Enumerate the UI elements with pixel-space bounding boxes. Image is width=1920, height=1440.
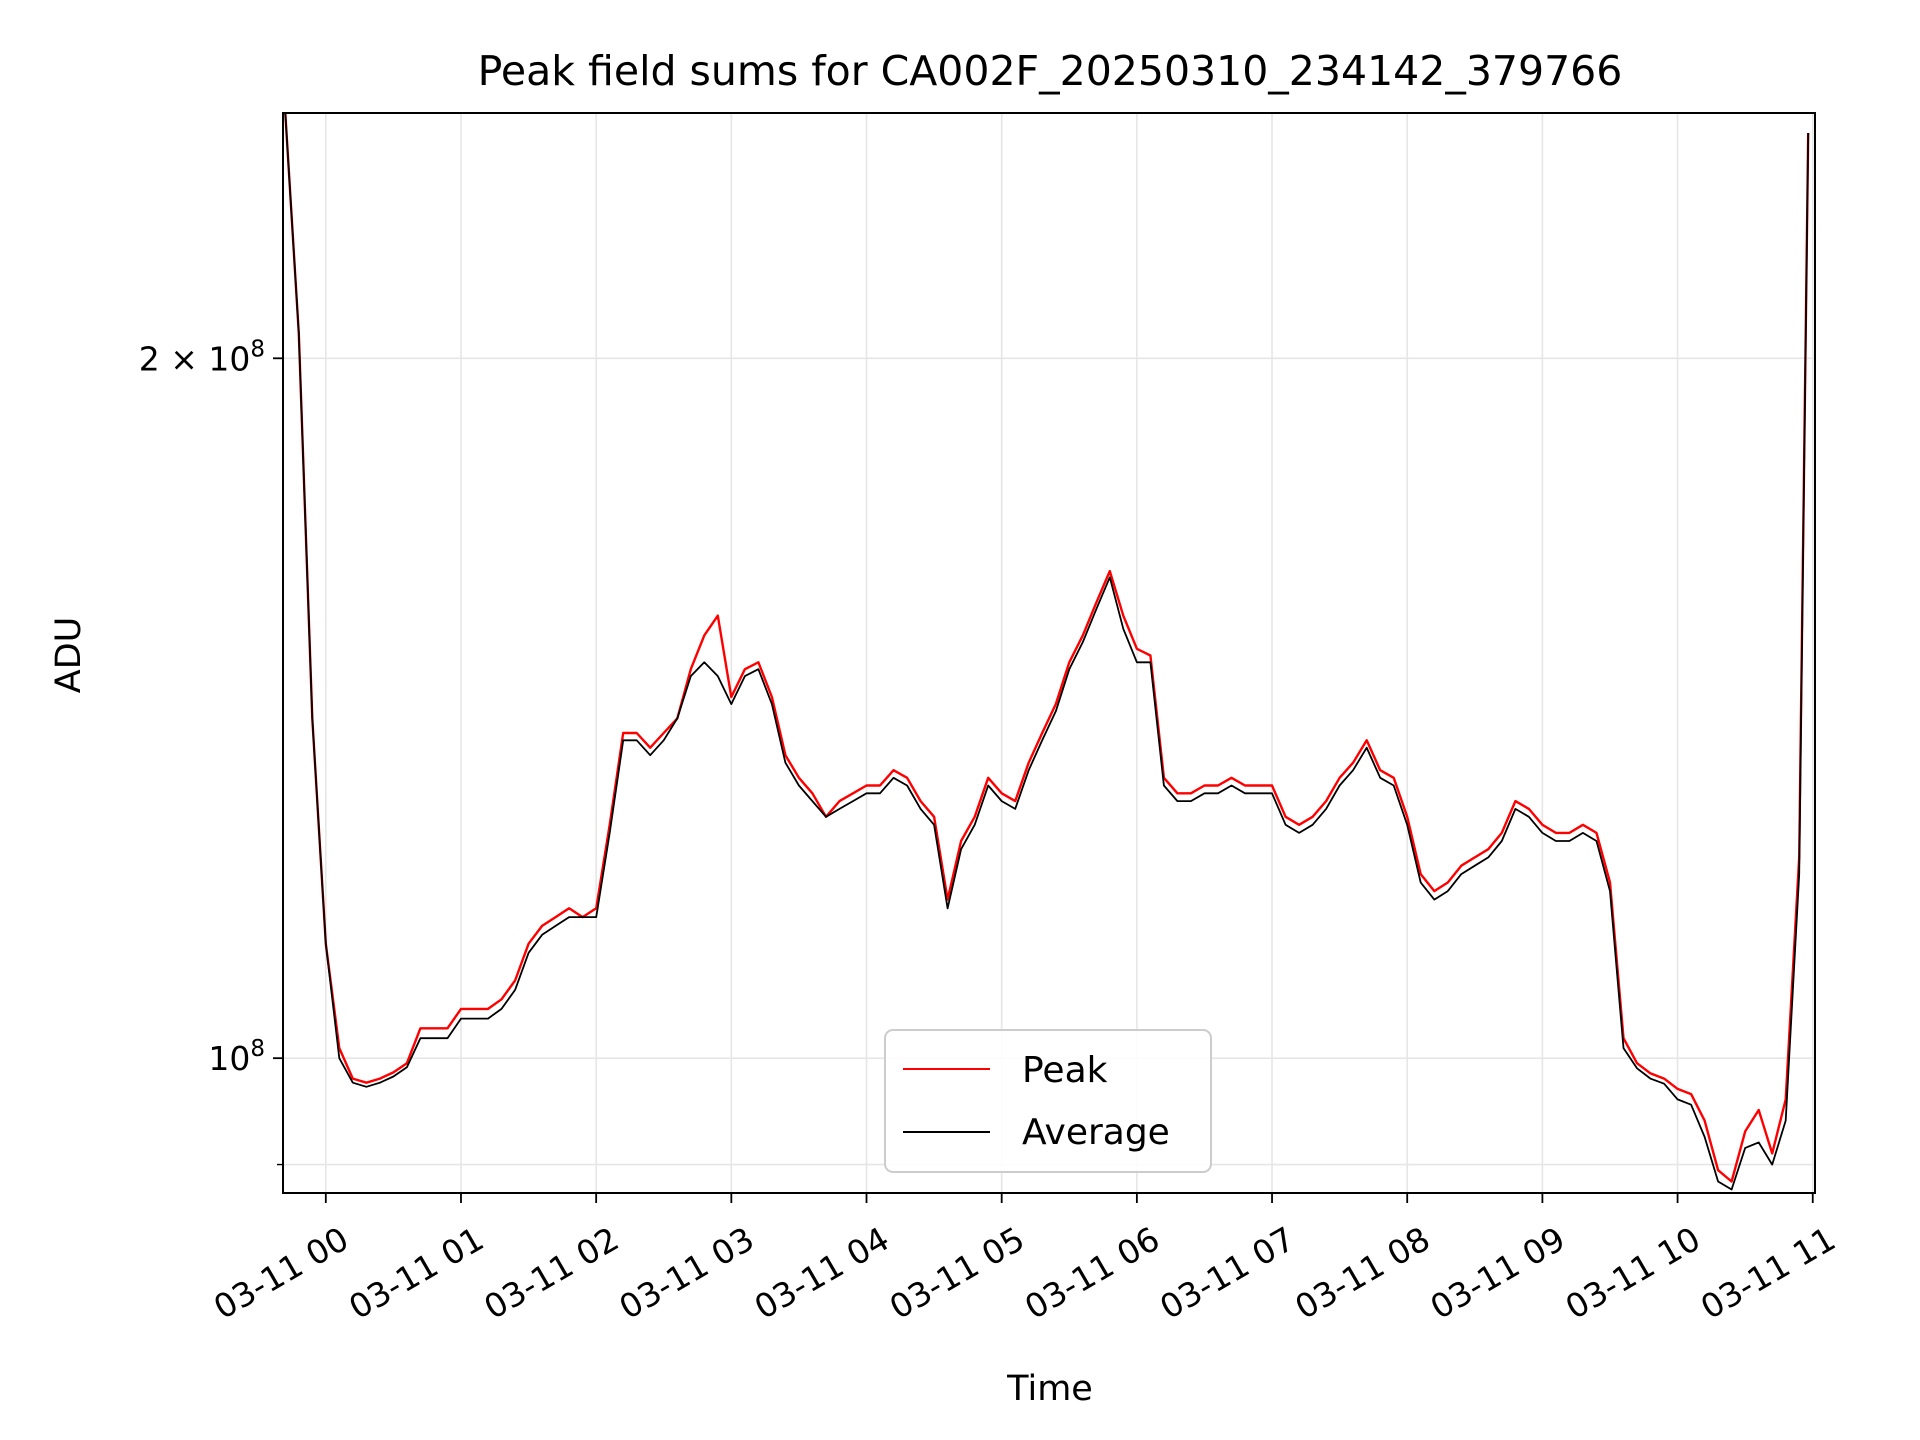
x-axis-label: Time [1006,1369,1093,1409]
series-line-peak [284,113,1810,1183]
y-axis-label: ADU [49,617,89,694]
plot-series [284,113,1810,1191]
y-tick-label: 2 × 108 [139,336,265,378]
legend-box [884,1029,1212,1173]
legend-label-average: Average [1022,1112,1170,1153]
legend: Peak Average [884,1029,1212,1173]
plot-frame [282,112,1816,1194]
legend-label-peak: Peak [1022,1050,1108,1091]
series-line-average [284,113,1810,1191]
y-tick-label: 108 [208,1036,265,1078]
chart-title: Peak field sums for CA002F_20250310_2341… [478,47,1623,95]
y-axis: 108 2 × 108 [139,336,283,1166]
